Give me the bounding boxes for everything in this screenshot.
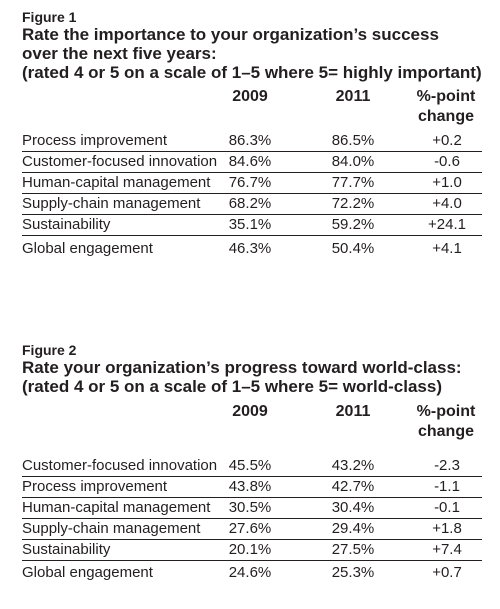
value-2009: 76.7%: [228, 174, 272, 191]
table-row: Process improvement 43.8% 42.7% -1.1: [22, 477, 482, 498]
column-header-2009: 2009: [232, 88, 268, 105]
value-2011: 77.7%: [331, 174, 375, 191]
figure-2-column-headers: 2009 2011 %-point change: [22, 402, 482, 446]
figure-1-title: Rate the importance to your organization…: [22, 25, 482, 82]
value-change: +7.4: [432, 541, 462, 558]
row-label: Human-capital management: [22, 174, 211, 191]
value-change: +24.1: [428, 216, 466, 233]
table-row: Process improvement 86.3% 86.5% +0.2: [22, 131, 482, 152]
value-change: -2.3: [434, 457, 460, 474]
table-row: Human-capital management 76.7% 77.7% +1.…: [22, 173, 482, 194]
table-row: Global engagement 46.3% 50.4% +4.1: [22, 239, 482, 259]
value-change: +1.8: [432, 520, 462, 537]
row-label: Human-capital management: [22, 499, 211, 516]
value-2011: 72.2%: [331, 195, 375, 212]
figure-1-label: Figure 1: [22, 9, 77, 25]
row-label: Supply-chain management: [22, 195, 201, 212]
table-row: Customer-focused innovation 84.6% 84.0% …: [22, 152, 482, 173]
value-2009: 43.8%: [228, 478, 272, 495]
value-2009: 68.2%: [228, 195, 272, 212]
value-2009: 30.5%: [228, 499, 272, 516]
column-header-2011: 2011: [335, 88, 371, 105]
value-2009: 45.5%: [228, 457, 272, 474]
value-change: +0.7: [432, 564, 462, 581]
value-change: +0.2: [432, 132, 462, 149]
row-label: Process improvement: [22, 478, 168, 495]
value-2011: 25.3%: [331, 564, 375, 581]
column-header-change: %-point change: [405, 402, 487, 442]
row-label: Supply-chain management: [22, 520, 201, 537]
value-change: +4.1: [432, 240, 462, 257]
row-label: Sustainability: [22, 541, 111, 558]
value-2011: 43.2%: [331, 457, 375, 474]
value-2011: 30.4%: [331, 499, 375, 516]
figure-2-title: Rate your organization’s progress toward…: [22, 358, 482, 396]
figure-2-label: Figure 2: [22, 342, 77, 358]
value-2011: 29.4%: [331, 520, 375, 537]
column-header-2011: 2011: [335, 403, 371, 420]
value-2009: 46.3%: [228, 240, 272, 257]
value-change: +1.0: [432, 174, 462, 191]
figure-2-table: Customer-focused innovation 45.5% 43.2% …: [22, 456, 482, 583]
value-2009: 86.3%: [228, 132, 272, 149]
row-label: Global engagement: [22, 240, 153, 257]
value-2011: 84.0%: [331, 153, 375, 170]
table-row: Supply-chain management 27.6% 29.4% +1.8: [22, 519, 482, 540]
row-label: Sustainability: [22, 216, 111, 233]
value-2009: 84.6%: [228, 153, 272, 170]
column-header-2009: 2009: [232, 403, 268, 420]
figure-1-table: Process improvement 86.3% 86.5% +0.2 Cus…: [22, 131, 482, 259]
figure-1-title-line: (rated 4 or 5 on a scale of 1–5 where 5=…: [22, 63, 482, 82]
table-row: Human-capital management 30.5% 30.4% -0.…: [22, 498, 482, 519]
value-2011: 86.5%: [331, 132, 375, 149]
value-2009: 27.6%: [228, 520, 272, 537]
value-2009: 35.1%: [228, 216, 272, 233]
table-row: Supply-chain management 68.2% 72.2% +4.0: [22, 194, 482, 215]
column-header-change-line2: change: [417, 108, 474, 125]
figure-1-title-line: over the next five years:: [22, 44, 217, 63]
figure-2: Figure 2 Rate your organization’s progre…: [22, 342, 482, 583]
value-change: -0.1: [434, 499, 460, 516]
column-header-change: %-point change: [405, 87, 487, 127]
figure-2-title-line: (rated 4 or 5 on a scale of 1–5 where 5=…: [22, 377, 442, 396]
value-change: -0.6: [434, 153, 460, 170]
column-header-change-line2: change: [417, 423, 474, 440]
figure-1: Figure 1 Rate the importance to your org…: [22, 9, 482, 259]
row-label: Global engagement: [22, 564, 153, 581]
figure-2-title-line: Rate your organization’s progress toward…: [22, 358, 462, 377]
value-change: +4.0: [432, 195, 462, 212]
row-label: Customer-focused innovation: [22, 153, 218, 170]
value-2011: 27.5%: [331, 541, 375, 558]
figure-1-column-headers: 2009 2011 %-point change: [22, 87, 482, 131]
row-label: Process improvement: [22, 132, 168, 149]
value-2011: 42.7%: [331, 478, 375, 495]
value-2009: 24.6%: [228, 564, 272, 581]
table-row: Sustainability 35.1% 59.2% +24.1: [22, 215, 482, 236]
value-change: -1.1: [434, 478, 460, 495]
value-2011: 59.2%: [331, 216, 375, 233]
row-label: Customer-focused innovation: [22, 457, 218, 474]
table-row: Global engagement 24.6% 25.3% +0.7: [22, 563, 482, 583]
value-2011: 50.4%: [331, 240, 375, 257]
figure-1-title-line: Rate the importance to your organization…: [22, 25, 439, 44]
column-header-change-line1: %-point: [416, 403, 476, 420]
table-row: Sustainability 20.1% 27.5% +7.4: [22, 540, 482, 561]
table-row: Customer-focused innovation 45.5% 43.2% …: [22, 456, 482, 477]
value-2009: 20.1%: [228, 541, 272, 558]
column-header-change-line1: %-point: [416, 88, 476, 105]
